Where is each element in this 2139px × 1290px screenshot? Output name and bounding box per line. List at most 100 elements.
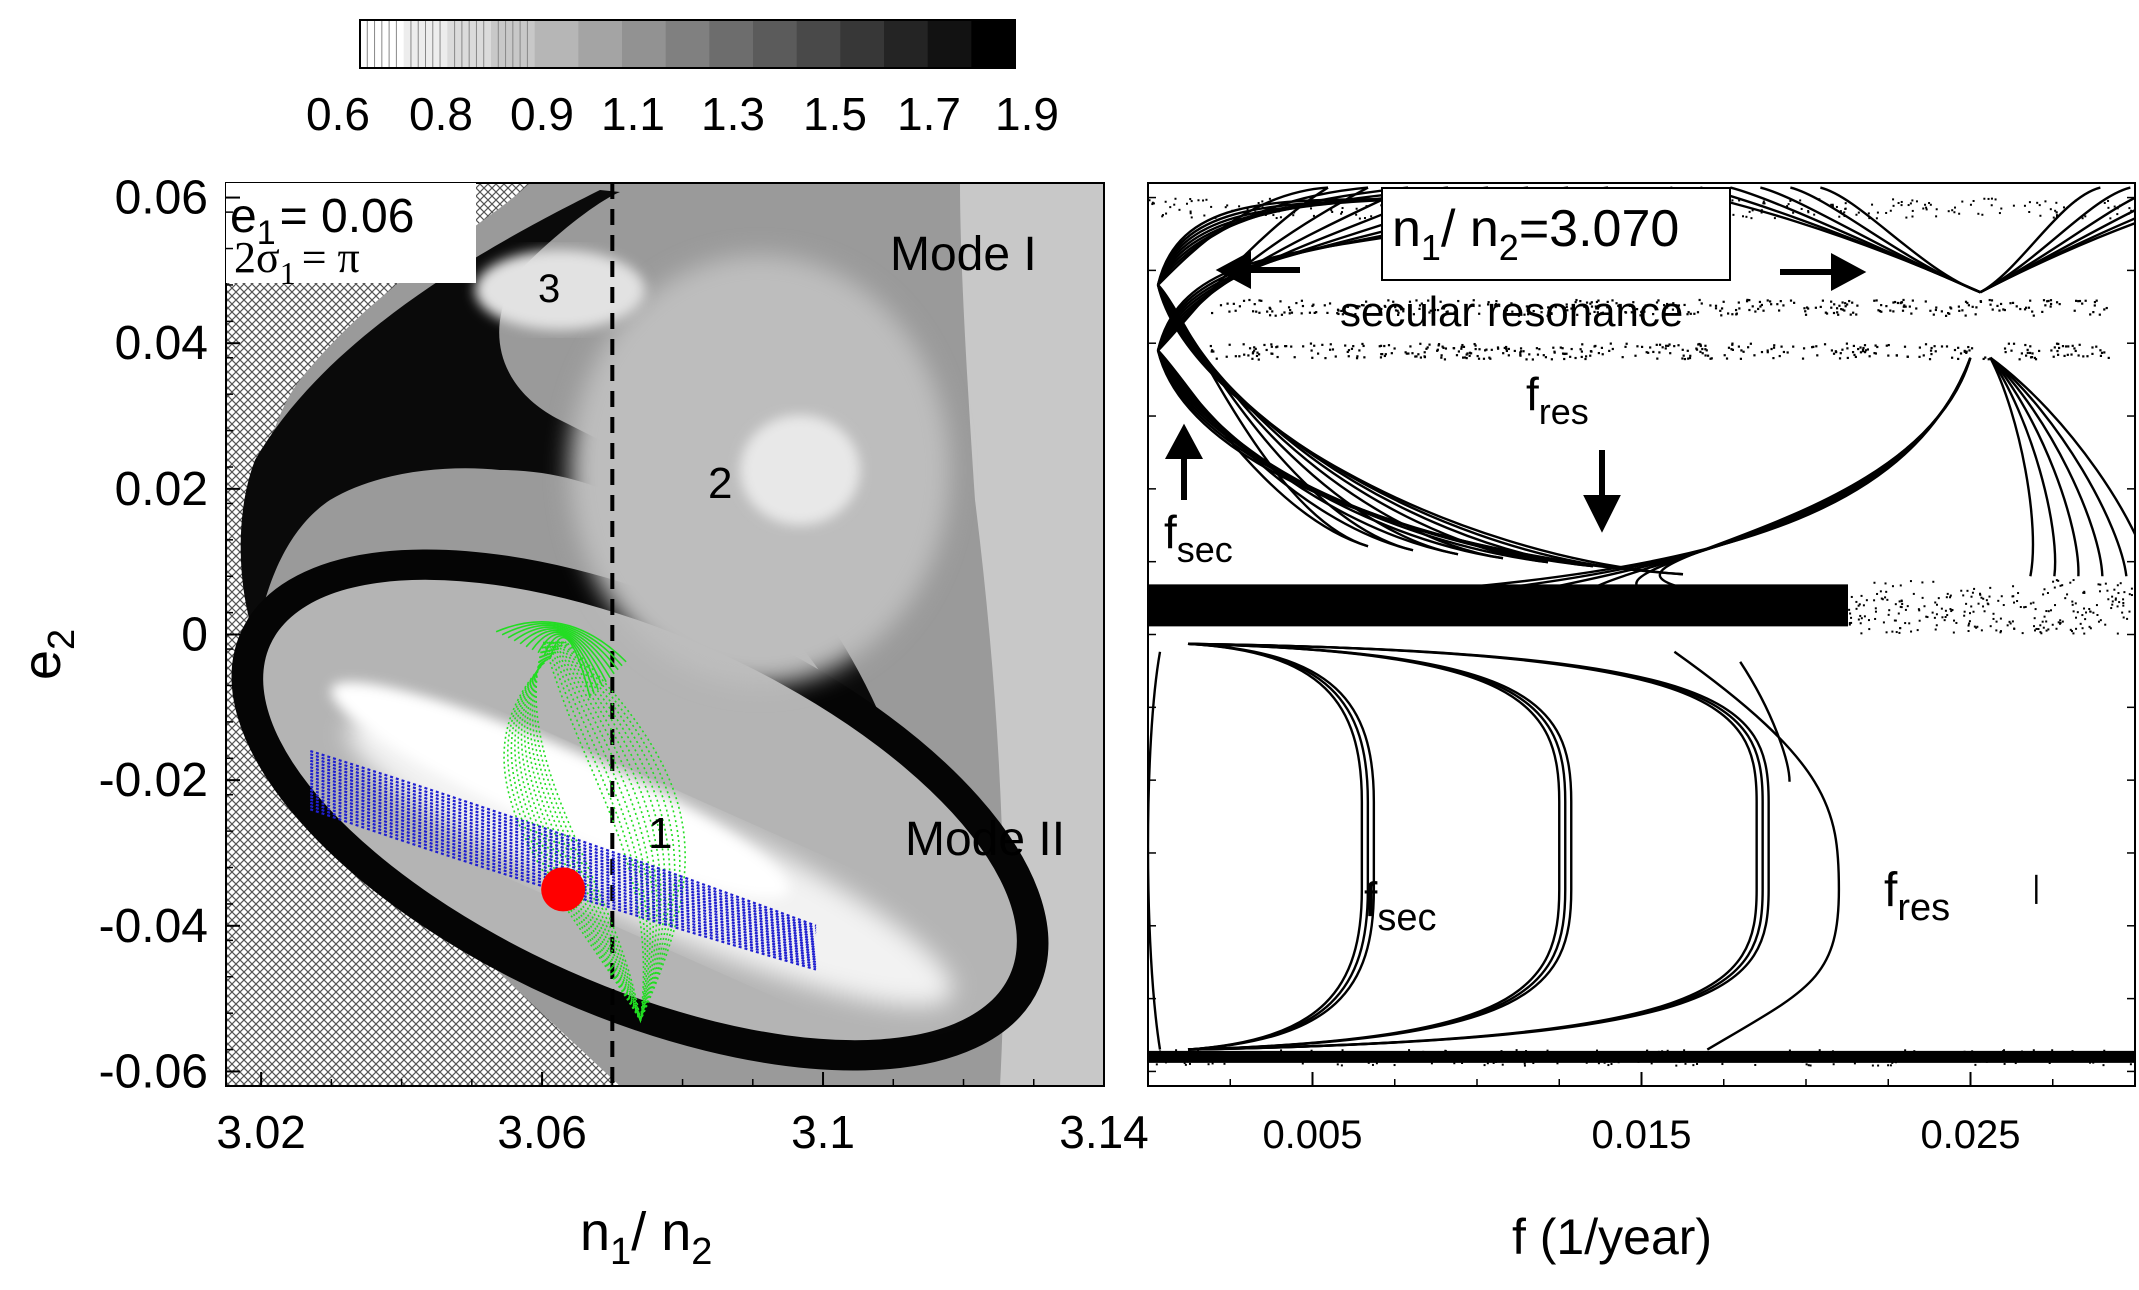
band-dot	[2000, 618, 2002, 620]
band-dot	[2062, 621, 2064, 623]
upper-dot	[1933, 345, 1935, 347]
band-dot	[2123, 591, 2125, 593]
upper-dot	[1326, 312, 1328, 314]
upper-dot	[1770, 348, 1772, 350]
upper-dot	[1165, 201, 1167, 203]
band-dot	[2035, 1058, 2037, 1060]
upper-dot	[1266, 349, 1268, 351]
upper-dot	[1247, 208, 1249, 210]
upper-dot	[2056, 350, 2058, 352]
band-dot	[2096, 614, 2098, 616]
right-plot: n1/ n2=3.070 secular resonance fres fsec…	[1148, 183, 2139, 1265]
upper-dot	[1324, 357, 1326, 359]
upper-dot	[2101, 352, 2103, 354]
upper-dot	[1484, 349, 1486, 351]
band-dot	[1863, 604, 1865, 606]
upper-dot	[2038, 350, 2040, 352]
upper-dot	[2099, 202, 2101, 204]
band-dot	[2017, 592, 2019, 594]
band-dot	[1673, 1054, 1675, 1056]
upper-dot	[2041, 311, 2043, 313]
upper-dot	[1889, 309, 1891, 311]
upper-dot	[2065, 345, 2067, 347]
band-dot	[1962, 594, 1964, 596]
upper-dot	[1601, 347, 1603, 349]
band-dot	[1586, 1052, 1588, 1054]
band-dot	[1904, 622, 1906, 624]
band-dot	[1997, 600, 1999, 602]
band-dot	[1207, 1059, 1209, 1061]
upper-dot	[1748, 299, 1750, 301]
upper-dot	[1996, 305, 1998, 307]
upper-dot	[1840, 308, 1842, 310]
upper-dot	[2091, 346, 2093, 348]
upper-dot	[1415, 355, 1417, 357]
band-dot	[1978, 603, 1980, 605]
band-dot	[1973, 588, 1975, 590]
left-plot: e1= 0.06 2σ1 = π Mode I Mode II 1 2 3 0.0…	[12, 172, 1149, 1273]
upper-dot	[1720, 314, 1722, 316]
upper-dot	[1746, 299, 1748, 301]
upper-dot	[2070, 353, 2072, 355]
upper-dot	[2086, 355, 2088, 357]
band-dot	[1802, 1061, 1804, 1063]
upper-dot	[1747, 346, 1749, 348]
upper-dot	[1958, 213, 1960, 215]
band-dot	[2000, 630, 2002, 632]
upper-dot	[1846, 343, 1848, 345]
upper-dot	[1590, 350, 1592, 352]
upper-dot	[1522, 350, 1524, 352]
band-dot	[1230, 1060, 1232, 1062]
upper-dot	[1271, 310, 1273, 312]
upper-dot	[1968, 349, 1970, 351]
upper-dot	[1344, 344, 1346, 346]
upper-dot	[1243, 343, 1245, 345]
band-dot	[1495, 1061, 1497, 1063]
upper-dot	[1265, 214, 1267, 216]
band-dot	[1861, 595, 1863, 597]
band-dot	[2074, 1060, 2076, 1062]
band-dot	[2111, 604, 2113, 606]
band-dot	[2011, 595, 2013, 597]
band-dot	[1246, 1052, 1248, 1054]
region2-label: 2	[708, 459, 732, 508]
upper-dot	[1816, 354, 1818, 356]
colorbar-cell	[622, 20, 666, 68]
upper-dot	[1289, 309, 1291, 311]
band-dot	[1848, 609, 1850, 611]
upper-dot	[1475, 348, 1477, 350]
upper-dot	[1584, 358, 1586, 360]
upper-dot	[1425, 348, 1427, 350]
upper-dot	[1759, 305, 1761, 307]
upper-dot	[1687, 350, 1689, 352]
band-dot	[1162, 1060, 1164, 1062]
upper-dot	[1947, 312, 1949, 314]
upper-dot	[1845, 202, 1847, 204]
upper-dot	[1896, 354, 1898, 356]
upper-dot	[1704, 345, 1706, 347]
upper-dot	[1313, 345, 1315, 347]
band-dot	[1983, 1054, 1985, 1056]
upper-dot	[1792, 212, 1794, 214]
band-dot	[1861, 617, 1863, 619]
upper-dot	[1961, 309, 1963, 311]
upper-dot	[1820, 306, 1822, 308]
upper-dot	[1844, 215, 1846, 217]
band-dot	[1963, 615, 1965, 617]
upper-dot	[1726, 357, 1728, 359]
upper-dot	[1704, 354, 1706, 356]
band-dot	[2117, 605, 2119, 607]
upper-dot	[1380, 345, 1382, 347]
band-dot	[1990, 625, 1992, 627]
band-dot	[1159, 1050, 1161, 1052]
band-dot	[1547, 1050, 1549, 1052]
band-dot	[1368, 1062, 1370, 1064]
band-dot	[1863, 1051, 1865, 1053]
band-dot	[1979, 1061, 1981, 1063]
band-dot	[1721, 1063, 1723, 1065]
band-dot	[1897, 1052, 1899, 1054]
band-dot	[2012, 585, 2014, 587]
upper-dot	[1858, 212, 1860, 214]
upper-dot	[2067, 345, 2069, 347]
